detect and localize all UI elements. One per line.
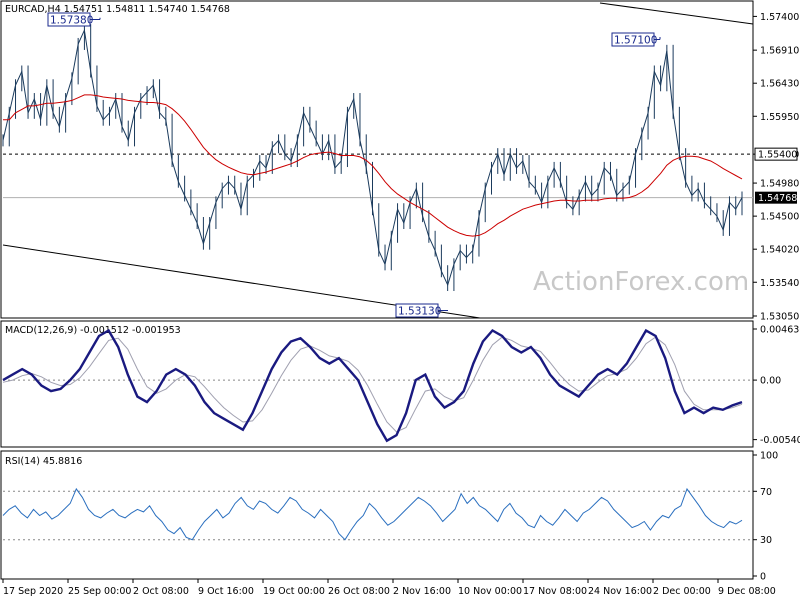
price-axis-label: 1.53540 <box>760 278 799 289</box>
price-panel-frame <box>0 0 754 319</box>
macd-panel-frame <box>0 320 754 448</box>
time-axis-label: 17 Nov 08:00 <box>523 586 587 597</box>
moving-average-line <box>3 94 743 237</box>
rsi-axis-label: 0 <box>760 572 766 583</box>
y-axis-labels: 1.57400 1.56910 1.56430 1.55950 1.55400 1.549… <box>753 12 800 583</box>
price-annotation-label: 1.57380 <box>50 15 93 27</box>
macd-line <box>2 328 743 443</box>
rsi-line <box>2 487 743 541</box>
macd-plot <box>2 328 753 443</box>
price-header: EURCAD,H4 1.54751 1.54811 1.54740 1.5476… <box>5 4 230 15</box>
price-annotation-label: 1.57100 <box>614 35 657 47</box>
price-line <box>2 28 743 287</box>
last-price-label: 1.54768 <box>758 193 797 204</box>
rsi-panel-frame <box>0 450 754 580</box>
rsi-axis-label: 70 <box>760 487 772 498</box>
time-axis-label: 2 Nov 16:00 <box>393 586 451 597</box>
support-level-label: 1.55400 <box>758 150 797 161</box>
rsi-plot <box>2 487 753 541</box>
time-axis-label: 19 Oct 00:00 <box>263 586 325 597</box>
rsi-axis-label: 100 <box>760 451 778 462</box>
macd-signal-line <box>2 336 743 433</box>
time-axis-label: 2 Dec 00:00 <box>653 586 711 597</box>
upper-trendline <box>599 2 754 25</box>
macd-axis-label: 0.00 <box>760 376 781 387</box>
time-axis-label: 24 Nov 16:00 <box>588 586 652 597</box>
price-axis-label: 1.55950 <box>760 112 799 123</box>
price-annotations: 1.57380 1.57100 1.53130 <box>47 12 661 318</box>
price-axis-label: 1.57400 <box>760 12 799 23</box>
price-axis-label: 1.56430 <box>760 79 799 90</box>
time-axis-label: 17 Sep 2020 <box>3 586 63 597</box>
rsi-axis-label: 30 <box>760 535 772 546</box>
price-axis-label: 1.54980 <box>760 179 799 190</box>
price-axis-label: 1.56910 <box>760 46 799 57</box>
macd-header: MACD(12,26,9) -0.001512 -0.001953 <box>5 325 181 336</box>
rsi-header: RSI(14) 45.8816 <box>5 456 82 467</box>
price-axis-label: 1.54500 <box>760 212 799 223</box>
watermark: ActionForex.com <box>533 267 749 297</box>
support-level-box <box>754 147 798 161</box>
x-axis-labels: 17 Sep 2020 25 Sep 00:00 2 Oct 08:00 9 Oct … <box>2 579 776 597</box>
time-axis-label: 26 Oct 08:00 <box>328 586 390 597</box>
last-price-box <box>755 191 797 204</box>
time-axis-label: 9 Dec 08:00 <box>718 586 776 597</box>
macd-axis-label: -0.005402 <box>760 435 800 446</box>
time-axis-label: 2 Oct 08:00 <box>133 586 189 597</box>
time-axis-label: 25 Sep 00:00 <box>68 586 131 597</box>
macd-axis-label: 0.004636 <box>760 325 800 336</box>
time-axis-label: 9 Oct 16:00 <box>198 586 254 597</box>
price-axis-label: 1.54020 <box>760 245 799 256</box>
price-axis-label: 1.53050 <box>760 312 799 323</box>
price-annotation-label: 1.53130 <box>398 306 441 318</box>
time-axis-label: 10 Nov 00:00 <box>458 586 522 597</box>
